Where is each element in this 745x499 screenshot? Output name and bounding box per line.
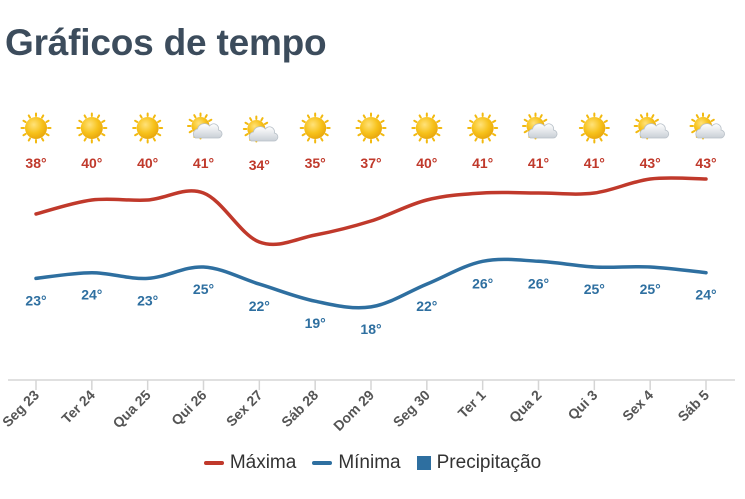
series-line-minima xyxy=(34,257,708,310)
legend-item-minima[interactable]: Mínima xyxy=(312,452,401,474)
sun-cloud-icon xyxy=(689,112,725,140)
x-tick-label-12: Sáb 5 xyxy=(674,387,712,425)
sun-icon xyxy=(299,112,331,144)
label-min-8: 26° xyxy=(472,275,493,291)
series-line-maxima xyxy=(34,176,708,247)
sun-icon xyxy=(20,112,52,144)
label-max-11: 43° xyxy=(640,155,661,171)
label-max-6: 37° xyxy=(360,155,381,171)
sun-cloud-icon xyxy=(242,115,279,143)
legend-swatch-minima xyxy=(312,461,333,465)
x-tick-label-2: Qua 25 xyxy=(109,387,153,431)
legend-item-maxima[interactable]: Máxima xyxy=(203,452,297,474)
sun-icon xyxy=(411,112,443,144)
label-max-4: 34° xyxy=(249,157,270,173)
label-min-2: 23° xyxy=(137,292,158,308)
label-max-9: 41° xyxy=(528,155,549,171)
label-max-5: 35° xyxy=(305,155,326,171)
label-min-4: 22° xyxy=(249,298,270,314)
legend-label-maxima: Máxima xyxy=(229,452,297,473)
label-min-12: 24° xyxy=(695,287,716,303)
x-tick-label-4: Sex 27 xyxy=(223,387,266,430)
label-min-0: 23° xyxy=(25,292,46,308)
series-lines xyxy=(34,176,708,310)
data-labels: 38° 40° 40° 41° 34° 35° 37° 40° 41° 41° 41° 43° 43° 2… xyxy=(25,155,716,337)
sun-icon xyxy=(132,112,164,144)
sun-cloud-icon xyxy=(633,112,670,140)
x-tick-label-6: Dom 29 xyxy=(330,387,377,434)
sun-icon xyxy=(355,112,387,144)
legend-label-minima: Mínima xyxy=(338,452,401,473)
page-title: Gráficos de tempo xyxy=(5,22,327,63)
sun-cloud-icon xyxy=(522,112,558,140)
label-min-7: 22° xyxy=(416,298,437,314)
sun-icon xyxy=(578,112,610,144)
label-min-10: 25° xyxy=(584,281,605,297)
label-min-1: 24° xyxy=(81,287,102,303)
label-min-5: 19° xyxy=(305,315,326,331)
label-max-3: 41° xyxy=(193,155,214,171)
legend-item-precipitacao[interactable]: Precipitação xyxy=(416,452,542,474)
label-min-3: 25° xyxy=(193,281,214,297)
label-max-1: 40° xyxy=(81,155,102,171)
x-tick-label-10: Qui 3 xyxy=(564,387,600,423)
legend-swatch-precipitacao xyxy=(416,456,431,470)
label-min-11: 25° xyxy=(640,281,661,297)
x-tick-label-8: Ter 1 xyxy=(455,387,489,421)
chart-legend: Máxima Mínima Precipitação xyxy=(0,452,745,474)
x-axis: Seg 23 Ter 24 Qua 25 Qui 26 Sex 27 Sáb 28 Dom … xyxy=(0,379,735,434)
label-max-8: 41° xyxy=(472,155,493,171)
weather-icons xyxy=(20,112,725,144)
label-max-12: 43° xyxy=(695,155,716,171)
legend-label-precipitacao: Precipitação xyxy=(436,452,542,473)
sun-icon xyxy=(467,112,499,144)
label-min-9: 26° xyxy=(528,275,549,291)
weather-chart: 38° 40° 40° 41° 34° 35° 37° 40° 41° 41° 41° 43° 43° 2… xyxy=(0,112,735,434)
x-tick-label-9: Qua 2 xyxy=(506,387,545,426)
x-tick-label-11: Sex 4 xyxy=(619,387,656,424)
legend-swatch-maxima xyxy=(203,461,224,465)
x-tick-label-1: Ter 24 xyxy=(58,387,98,427)
sun-icon xyxy=(76,112,108,144)
x-tick-label-5: Sáb 28 xyxy=(278,387,321,430)
x-tick-label-0: Seg 23 xyxy=(0,387,42,430)
label-max-0: 38° xyxy=(25,155,46,171)
x-tick-label-3: Qui 26 xyxy=(168,387,210,429)
label-min-6: 18° xyxy=(360,321,381,337)
sun-cloud-icon xyxy=(187,112,223,140)
label-max-7: 40° xyxy=(416,155,437,171)
label-max-2: 40° xyxy=(137,155,158,171)
x-tick-label-7: Seg 30 xyxy=(390,387,433,430)
label-max-10: 41° xyxy=(584,155,605,171)
